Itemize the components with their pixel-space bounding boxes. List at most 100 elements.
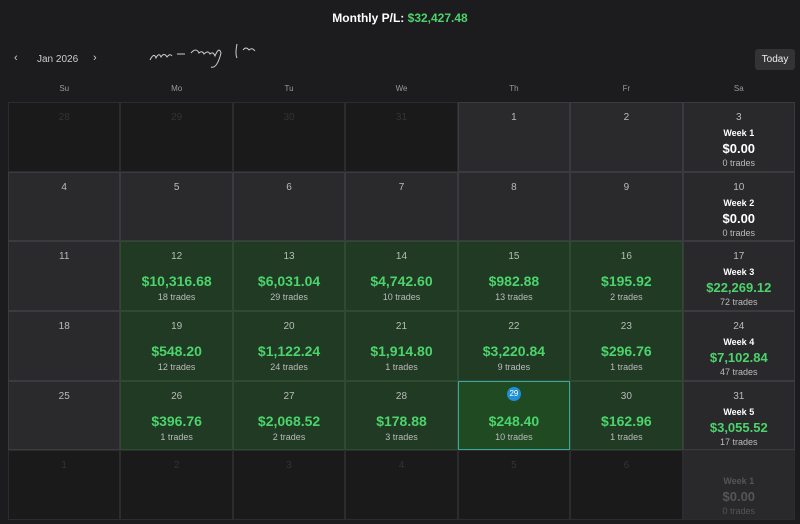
day-trades: 1 trades (610, 431, 643, 442)
day-pnl: $296.76 (601, 342, 652, 359)
week-label: Week 5 (723, 406, 755, 417)
day-pnl: $2,068.52 (257, 412, 321, 429)
day-number: 30 (620, 390, 632, 402)
day-number: 29 (506, 386, 521, 401)
day-number: 1 (511, 112, 517, 123)
day-cell[interactable]: 29 $248.40 10 trades (457, 380, 571, 451)
day-number: 1 (61, 460, 67, 472)
day-cell[interactable]: 30 $162.96 1 trades (570, 380, 683, 451)
day-cell[interactable]: 5 (457, 450, 571, 520)
day-cell[interactable]: 21 $1,914.80 1 trades (345, 310, 458, 381)
day-trades: 1 trades (385, 361, 418, 372)
week-pnl: $3,055.52 (709, 419, 768, 435)
day-cell[interactable]: 26 $396.76 1 trades (120, 380, 233, 451)
day-cell[interactable]: 15 $982.88 13 trades (457, 241, 571, 311)
day-cell[interactable]: 30 (232, 102, 346, 172)
month-label: Jan 2026 (37, 54, 79, 65)
day-cell[interactable]: 19 $548.20 12 trades (120, 310, 233, 381)
day-number: 30 (283, 112, 295, 123)
day-number: 7 (398, 181, 405, 193)
day-cell[interactable]: 16 $195.92 2 trades (570, 241, 683, 311)
day-number: 25 (58, 390, 70, 402)
day-pnl: $4,742.60 (370, 273, 433, 290)
day-cell[interactable]: 6 (232, 171, 346, 242)
day-pnl: $178.88 (376, 412, 427, 429)
weekday: Sa (733, 84, 744, 93)
day-number: 17 (733, 251, 745, 263)
week-summary-cell[interactable]: 10 Week 2 $0.00 0 trades (682, 171, 795, 242)
today-button[interactable]: Today (755, 49, 795, 70)
day-pnl: $396.76 (151, 412, 202, 429)
week-summary-cell[interactable]: 17 Week 3 $22,269.12 72 trades (682, 241, 795, 311)
week-trades: 47 trades (720, 366, 758, 377)
day-cell[interactable]: 22 $3,220.84 9 trades (457, 310, 571, 381)
day-trades: 1 trades (610, 361, 643, 372)
day-cell[interactable]: 2 (120, 450, 233, 520)
week-summary-cell[interactable]: 24 Week 4 $7,102.84 47 trades (682, 310, 795, 381)
day-number: 28 (395, 390, 408, 402)
day-number: 31 (733, 390, 745, 402)
signature (149, 43, 256, 68)
week-summary-cell[interactable]: 31 Week 5 $3,055.52 17 trades (682, 380, 795, 451)
next-button[interactable]: › (93, 52, 97, 64)
weekday: We (395, 84, 408, 93)
day-number: 12 (171, 251, 183, 263)
day-trades: 24 trades (270, 361, 308, 372)
day-pnl: $10,316.68 (141, 273, 212, 290)
week-label: Week 1 (723, 476, 755, 487)
day-cell[interactable]: 27 $2,068.52 2 trades (232, 380, 346, 451)
day-cell[interactable]: 20 $1,122.24 24 trades (232, 310, 346, 381)
week-pnl: $0.00 (722, 210, 756, 226)
day-cell[interactable]: 23 $296.76 1 trades (570, 310, 683, 381)
day-cell[interactable]: 4 (8, 171, 121, 242)
day-trades: 12 trades (157, 361, 196, 372)
day-cell[interactable]: 2 (570, 102, 683, 172)
day-trades: 29 trades (270, 292, 308, 303)
day-cell[interactable]: 8 (457, 171, 571, 242)
day-cell[interactable]: 6 (570, 450, 683, 520)
day-cell[interactable]: 14 $4,742.60 10 trades (345, 241, 458, 311)
day-cell[interactable]: 25 (8, 380, 121, 451)
weekday: Mo (171, 84, 183, 93)
week-summary-cell[interactable]: 3 Week 1 $0.00 0 trades (682, 102, 795, 172)
week-trades: 0 trades (722, 158, 756, 168)
weekday: Fr (622, 84, 631, 93)
day-trades: 9 trades (497, 361, 531, 372)
prev-button[interactable]: ‹ (14, 52, 18, 64)
day-cell[interactable]: 28 $178.88 3 trades (345, 380, 458, 451)
day-number: 20 (283, 320, 295, 332)
day-cell[interactable]: 3 (232, 450, 346, 520)
day-cell[interactable]: 12 $10,316.68 18 trades (120, 241, 233, 311)
day-trades: 3 trades (385, 431, 418, 442)
day-number: 9 (623, 181, 630, 193)
day-cell[interactable]: 4 (345, 450, 458, 520)
day-cell[interactable]: 18 (8, 310, 121, 381)
day-cell[interactable]: 13 $6,031.04 29 trades (232, 241, 346, 311)
day-cell[interactable]: 11 (8, 241, 121, 311)
day-number: 22 (508, 320, 520, 332)
day-number: 2 (623, 112, 630, 123)
day-cell[interactable]: 9 (570, 171, 683, 242)
day-cell[interactable]: 1 (8, 450, 121, 520)
week-pnl: $22,269.12 (706, 280, 772, 296)
day-cell[interactable]: 1 (457, 102, 571, 172)
day-cell[interactable]: 29 (120, 102, 233, 172)
day-trades: 10 trades (495, 431, 533, 442)
week-trades: 17 trades (720, 436, 758, 447)
day-number: 18 (58, 320, 70, 332)
day-number: 4 (61, 181, 67, 193)
day-cell[interactable]: 5 (120, 171, 233, 242)
week-summary-cell[interactable]: Week 1 $0.00 0 trades (682, 450, 795, 520)
day-pnl: $248.40 (488, 412, 540, 429)
day-number: 3 (736, 112, 742, 123)
week-label: Week 3 (723, 267, 755, 278)
day-number: 31 (395, 112, 408, 123)
day-number: 13 (283, 251, 295, 263)
day-cell[interactable]: 31 (345, 102, 458, 172)
day-cell[interactable]: 28 (8, 102, 121, 172)
week-label: Week 4 (723, 336, 755, 347)
day-number: 6 (623, 460, 630, 472)
day-number: 24 (733, 320, 745, 332)
total: $32,427.48 (407, 11, 468, 25)
day-cell[interactable]: 7 (345, 171, 458, 242)
